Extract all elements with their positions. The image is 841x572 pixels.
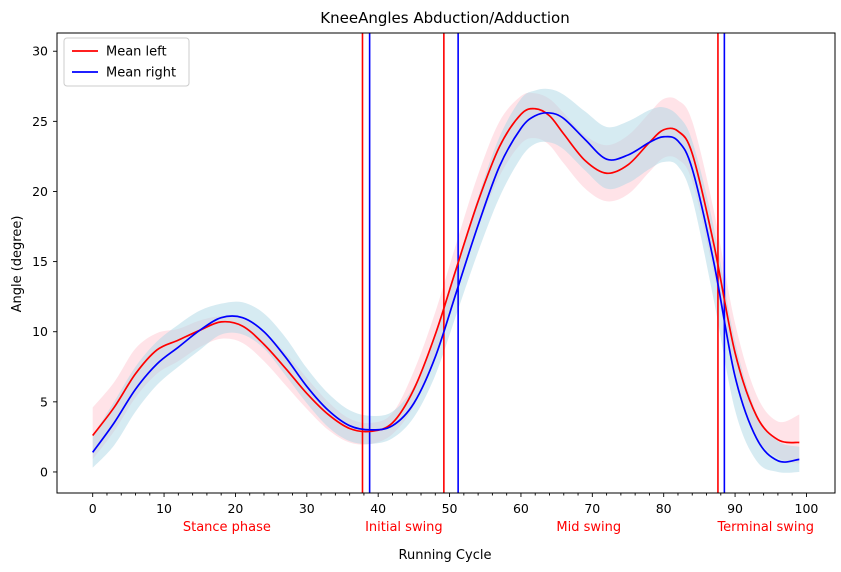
legend-label-1: Mean left: [106, 45, 167, 60]
chart-title: KneeAngles Abduction/Adduction: [320, 9, 569, 27]
y-tick-label: 30: [32, 44, 48, 59]
x-tick-label: 70: [584, 501, 600, 516]
y-tick-label: 5: [40, 394, 48, 409]
phase-label-2: Initial swing: [365, 520, 443, 535]
x-axis-label: Running Cycle: [399, 548, 492, 563]
y-tick-label: 10: [32, 324, 48, 339]
axis-ticks: 0 10 20 30 40 50 60 70 80 90 100 0 5 10 15 20 25 30: [32, 44, 818, 516]
x-tick-label: 80: [656, 501, 672, 516]
y-tick-label: 25: [32, 114, 48, 129]
plot-frame: [56, 32, 836, 494]
y-tick-label: 0: [40, 464, 48, 479]
x-tick-label: 20: [227, 501, 243, 516]
x-tick-label: 50: [442, 501, 458, 516]
phase-label-1: Stance phase: [183, 520, 271, 535]
series-line-1: [92, 107, 800, 444]
phase-labels: Stance phase Initial swing Mid swing Termin…: [183, 520, 814, 535]
y-tick-label: 15: [32, 254, 48, 269]
y-tick-label: 20: [32, 184, 48, 199]
phase-label-3: Mid swing: [556, 520, 621, 535]
legend: Mean left Mean right: [63, 37, 190, 87]
band-series-2: [92, 88, 800, 473]
x-tick-label: 30: [299, 501, 315, 516]
x-tick-label: 40: [370, 501, 386, 516]
x-tick-label: 60: [513, 501, 529, 516]
phase-label-4: Terminal swing: [716, 520, 814, 535]
x-tick-label: 100: [795, 501, 819, 516]
plot-content: [92, 33, 800, 493]
y-axis-label: Angle (degree): [10, 216, 25, 313]
legend-label-2: Mean right: [106, 66, 176, 81]
legend-box: [63, 37, 190, 87]
x-tick-label: 0: [89, 501, 97, 516]
plot-area: [56, 32, 836, 494]
series-line-2: [92, 111, 800, 463]
x-tick-label: 10: [156, 501, 172, 516]
x-tick-label: 90: [727, 501, 743, 516]
